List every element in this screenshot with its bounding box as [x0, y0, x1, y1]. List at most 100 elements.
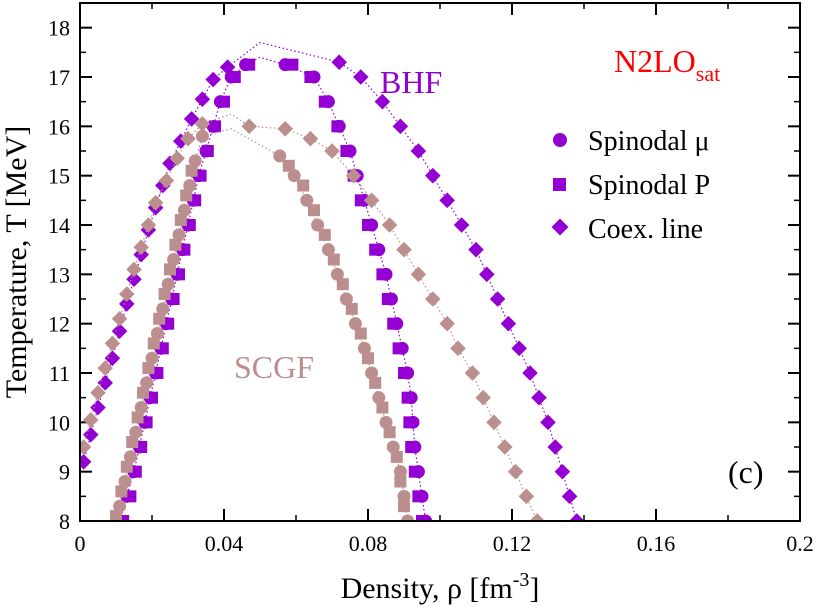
scgf-spinodal-p-point — [394, 475, 407, 488]
scgf-spinodal-mu-point — [287, 169, 301, 183]
bhf-spinodal-mu-point — [379, 267, 393, 281]
legend: Spinodal μ Spinodal P Coex. line — [551, 126, 710, 245]
scgf-spinodal-mu-point — [372, 391, 386, 405]
x-tick-labels: 0 0.04 0.08 0.12 0.16 0.2 — [75, 531, 814, 556]
scgf-coex-point — [475, 389, 491, 406]
bhf-coex-point — [90, 399, 106, 416]
scgf-spinodal-p-point — [142, 362, 155, 375]
y-tick-label: 15 — [48, 164, 70, 189]
bhf-coex-point — [489, 291, 506, 307]
bhf-spinodal-mu-point — [415, 489, 429, 503]
scgf-coex-point — [507, 463, 524, 480]
scgf-coex-point — [194, 116, 211, 132]
scgf-spinodal-p-point — [383, 426, 396, 439]
scgf-spinodal-mu-point — [123, 450, 137, 464]
bhf-coex-point — [392, 118, 409, 135]
scgf-coex-point — [396, 241, 412, 258]
scgf-coex-point — [518, 488, 535, 505]
scgf-spinodal-mu-point — [145, 351, 159, 365]
y-tick-label: 14 — [48, 213, 70, 238]
bhf-spinodal-mu-point — [307, 70, 321, 84]
scgf-spinodal-mu-point — [339, 292, 353, 306]
bhf-coex-point — [453, 217, 470, 233]
bhf-coex-point — [205, 71, 221, 88]
scgf-coexistence-dotted-line — [83, 113, 538, 521]
bhf-spinodal-mu-point — [390, 317, 404, 331]
scgf-spinodal-p-point — [282, 159, 295, 172]
bhf-spinodal-mu-point — [213, 95, 227, 109]
data-layer — [80, 41, 585, 521]
scgf-spinodal-p-point — [376, 401, 389, 414]
bhf-spinodal-mu-point — [404, 391, 418, 405]
bhf-coex-point — [522, 365, 538, 381]
bhf-coex-point — [511, 340, 527, 357]
scgf-spinodal-mu-point — [397, 489, 411, 503]
bhf-spinodal-mu-point — [395, 341, 409, 355]
scgf-spinodal-mu-point — [150, 327, 164, 341]
scgf-coex-point — [381, 217, 398, 233]
scgf-coex-point — [302, 130, 319, 147]
scgf-coex-point — [241, 118, 257, 135]
scgf-coex-point — [363, 192, 380, 209]
scgf-spinodal-mu-point — [348, 317, 362, 331]
scgf-spinodal-mu-point — [311, 218, 325, 232]
interaction-label: N2LOsat — [614, 43, 720, 86]
scgf-spinodal-mu-point — [365, 366, 379, 380]
legend-marker-diamond — [551, 218, 569, 236]
bhf-coex-point — [561, 488, 578, 505]
scgf-spinodal-mu-point — [393, 465, 407, 479]
x-tick-label: 0.04 — [205, 531, 244, 556]
scgf-spinodal-p-point — [362, 352, 374, 365]
scgf-coex-point — [126, 261, 142, 278]
scgf-coex-point — [147, 195, 164, 211]
x-tick-label: 0.16 — [637, 531, 676, 556]
scgf-spinodal-mu-point — [177, 203, 191, 217]
bhf-spinodal-mu-point — [239, 58, 253, 72]
scgf-coex-point — [410, 266, 427, 283]
scgf-spinodal-p-point — [369, 376, 382, 389]
bhf-spinodal-mu-point — [406, 415, 420, 429]
bhf-coex-point — [425, 167, 441, 184]
scgf-spinodal-mu-point — [156, 302, 170, 316]
y-tick-label: 8 — [59, 509, 70, 534]
y-tick-label: 12 — [48, 312, 70, 337]
bhf-spinodal-mu-point — [365, 218, 379, 232]
bhf-coex-point — [194, 91, 211, 107]
bhf-spinodal-mu-point — [401, 366, 415, 380]
legend-marker-circle — [553, 133, 567, 147]
scgf-spinodal-p-point — [185, 164, 198, 177]
bhf-spinodal-mu-point — [332, 119, 346, 133]
scgf-spinodal-p-point — [390, 450, 403, 463]
bhf-spinodal-mu-point — [384, 292, 398, 306]
x-tick-label: 0.08 — [349, 531, 388, 556]
scgf-spinodal-p-point — [110, 510, 122, 521]
legend-marker-square — [553, 178, 566, 191]
scgf-spinodal-p-point — [115, 485, 128, 498]
bhf-coex-point — [540, 414, 556, 431]
scgf-spinodal-p-point — [398, 500, 410, 513]
legend-label-spinodal-mu: Spinodal μ — [588, 126, 710, 157]
x-tick-label: 0.2 — [786, 531, 814, 556]
scgf-spinodal-p-point — [354, 327, 367, 340]
scgf-spinodal-mu-point — [330, 267, 344, 281]
bhf-coex-point — [80, 454, 92, 470]
scgf-spinodal-mu-point — [379, 415, 393, 429]
scgf-spinodal-mu-point — [172, 228, 186, 242]
legend-label-coex-line: Coex. line — [588, 214, 703, 245]
bhf-coex-point — [531, 389, 547, 406]
x-axis-title-end: ] — [529, 572, 539, 605]
bhf-spinodal-mu-point — [199, 144, 213, 158]
bhf-coex-point — [500, 315, 517, 332]
panel-label: (c) — [728, 454, 764, 490]
scgf-spinodal-p-point — [345, 302, 358, 315]
scgf-spinodal-mu-point — [113, 499, 127, 513]
bhf-spinodal-mu-point — [343, 144, 357, 158]
y-tick-label: 10 — [48, 410, 70, 435]
y-axis-title: Temperature, T [MeV] — [0, 126, 33, 399]
scgf-spinodal-p-point — [318, 228, 331, 241]
scgf-spinodal-dotted-line — [119, 128, 409, 521]
scgf-spinodal-p-point — [180, 189, 193, 202]
scgf-spinodal-p-point — [164, 263, 176, 276]
bhf-coex-point — [410, 143, 427, 159]
